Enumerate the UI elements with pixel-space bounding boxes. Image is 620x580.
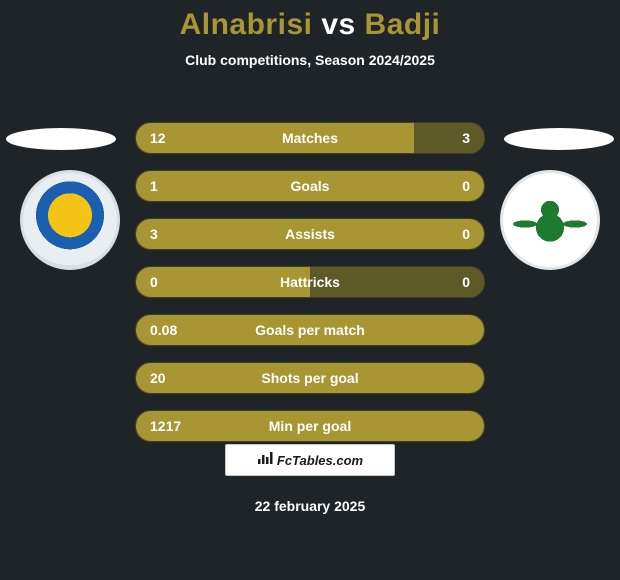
stat-bar: Goals per match0.08 (135, 314, 485, 346)
pedestal-right (504, 128, 614, 150)
club-badge-left (20, 170, 120, 270)
stat-bar-label: Goals per match (136, 315, 484, 345)
stat-bar-label: Min per goal (136, 411, 484, 441)
brand-text: FcTables.com (277, 453, 363, 468)
stat-bar-label: Shots per goal (136, 363, 484, 393)
stat-bar-left-value: 0.08 (150, 315, 177, 345)
chart-bars-icon (257, 451, 273, 470)
stat-bar-right-value: 0 (462, 171, 470, 201)
title-vs: vs (321, 8, 355, 41)
stat-bar-right-value: 0 (462, 219, 470, 249)
stat-bar-left-value: 1217 (150, 411, 181, 441)
comparison-card: { "colors":{ "background":"#1e2428", "ac… (0, 0, 620, 580)
stat-bar-right-value: 3 (462, 123, 470, 153)
stat-bar: Goals1 0 (135, 170, 485, 202)
stat-bar: Hattricks0 0 (135, 266, 485, 298)
stat-bar-label: Hattricks (136, 267, 484, 297)
stat-bar-left-value: 20 (150, 363, 166, 393)
title-player2: Badji (365, 8, 441, 41)
stat-bar-left-value: 3 (150, 219, 158, 249)
stat-bar-left-value: 12 (150, 123, 166, 153)
stat-bar-left-value: 1 (150, 171, 158, 201)
club-badge-right (500, 170, 600, 270)
pedestal-left (6, 128, 116, 150)
stat-bar-label: Goals (136, 171, 484, 201)
title-heading: Alnabrisi vs Badji (0, 0, 620, 42)
stat-bar-label: Matches (136, 123, 484, 153)
date-text: 22 february 2025 (0, 498, 620, 514)
title-player1: Alnabrisi (180, 8, 313, 41)
brand-box[interactable]: FcTables.com (225, 444, 395, 476)
stat-bar: Min per goal1217 (135, 410, 485, 442)
stat-bar-right-value: 0 (462, 267, 470, 297)
stat-bar-label: Assists (136, 219, 484, 249)
subtitle-text: Club competitions, Season 2024/2025 (0, 52, 620, 68)
comparison-bars: Matches123Goals10Assists30Hattricks00Goa… (135, 122, 485, 458)
stat-bar: Matches12 3 (135, 122, 485, 154)
stat-bar: Assists3 0 (135, 218, 485, 250)
stat-bar-left-value: 0 (150, 267, 158, 297)
stat-bar: Shots per goal20 (135, 362, 485, 394)
